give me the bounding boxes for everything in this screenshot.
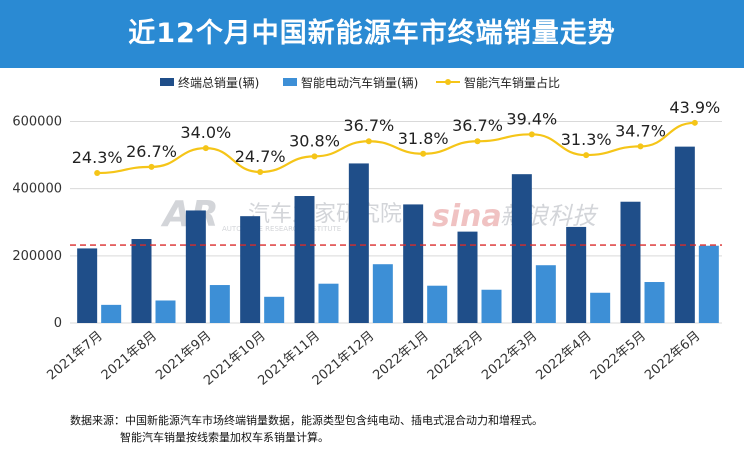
bar-smart <box>264 296 285 323</box>
page-title: 近12个月中国新能源车市终端销量走势 <box>0 0 744 68</box>
y-tick-label: 600000 <box>12 114 62 129</box>
share-data-label: 36.7% <box>343 116 394 135</box>
bar-total <box>511 174 532 323</box>
share-data-label: 31.8% <box>398 129 449 148</box>
legend-label-share: 智能汽车销量占比 <box>464 75 560 90</box>
bar-smart <box>155 300 176 323</box>
bar-total <box>77 248 98 323</box>
bar-total <box>294 196 315 323</box>
bar-smart <box>101 304 122 323</box>
legend-label-total: 终端总销量(辆) <box>178 75 259 90</box>
share-data-label: 36.7% <box>452 116 503 135</box>
watermark-brand: 汽车之家研究院 <box>248 202 402 227</box>
share-point <box>257 168 264 175</box>
share-point <box>637 143 644 150</box>
bar-smart <box>481 289 502 323</box>
share-point <box>474 138 481 145</box>
share-point <box>365 138 372 145</box>
legend-marker-share <box>445 79 451 85</box>
share-data-label: 34.7% <box>615 121 666 140</box>
share-data-label: 34.0% <box>180 123 231 142</box>
y-tick-label: 200000 <box>12 249 62 264</box>
bar-smart <box>698 245 719 323</box>
x-tick-label: 2021年7月 <box>44 329 105 384</box>
x-tick-label: 2021年8月 <box>99 329 160 384</box>
chart: AR 汽车之家研究院 AUTOHOME RESEARCH INSTITUTE s… <box>12 75 722 389</box>
x-tick-label: 2022年5月 <box>588 329 649 384</box>
bar-smart <box>644 282 665 323</box>
bar-total <box>620 201 641 323</box>
watermark-brand-en: AUTOHOME RESEARCH INSTITUTE <box>222 225 341 233</box>
bar-total <box>185 210 206 323</box>
footer: 数据来源：中国新能源汽车市场终端销量数据，能源类型包含纯电动、插电式混合动力和增… <box>70 412 730 446</box>
watermark: AR 汽车之家研究院 AUTOHOME RESEARCH INSTITUTE s… <box>160 194 599 235</box>
x-tick-label: 2022年6月 <box>642 329 703 384</box>
y-tick-label: 400000 <box>12 182 62 197</box>
legend-swatch-total <box>160 78 174 86</box>
footer-note: 智能汽车销量按线索量加权车系销量计算。 <box>120 431 329 444</box>
sina-logo: sina <box>432 199 502 234</box>
legend-swatch-smart <box>283 78 297 86</box>
share-point <box>691 119 698 126</box>
share-data-label: 43.9% <box>669 98 720 117</box>
share-point <box>148 163 155 170</box>
legend-label-smart: 智能电动汽车销量(辆) <box>301 75 418 90</box>
x-tick-label: 2022年2月 <box>425 329 486 384</box>
bar-smart <box>590 292 611 323</box>
share-data-label: 24.7% <box>235 147 286 166</box>
bar-smart <box>427 285 448 323</box>
bar-smart <box>209 285 230 323</box>
legend: 终端总销量(辆) 智能电动汽车销量(辆) 智能汽车销量占比 <box>160 75 560 90</box>
bar-total <box>566 226 587 323</box>
y-tick-label: 0 <box>54 316 62 331</box>
x-tick-label: 2022年1月 <box>370 329 431 384</box>
share-point <box>420 150 427 157</box>
share-data-label: 31.3% <box>561 130 612 149</box>
bar-smart <box>318 283 339 323</box>
share-point <box>202 145 209 152</box>
bar-total <box>457 231 478 323</box>
bar-total <box>674 146 695 323</box>
share-data-label: 24.3% <box>72 148 123 167</box>
share-point <box>311 153 318 160</box>
bar-total <box>348 163 369 323</box>
bar-smart <box>535 265 556 323</box>
share-data-label: 39.4% <box>506 109 557 128</box>
share-point <box>528 131 535 138</box>
bar-total <box>131 239 152 323</box>
share-point <box>94 169 101 176</box>
x-tick-label: 2022年3月 <box>479 329 540 384</box>
x-tick-label: 2022年4月 <box>533 329 594 384</box>
bar-smart <box>372 264 393 323</box>
share-data-label: 30.8% <box>289 131 340 150</box>
bar-total <box>403 204 424 323</box>
share-point <box>583 152 590 159</box>
share-data-label: 26.7% <box>126 142 177 161</box>
bar-total <box>240 216 261 323</box>
footer-source: 数据来源：中国新能源汽车市场终端销量数据，能源类型包含纯电动、插电式混合动力和增… <box>70 414 543 427</box>
